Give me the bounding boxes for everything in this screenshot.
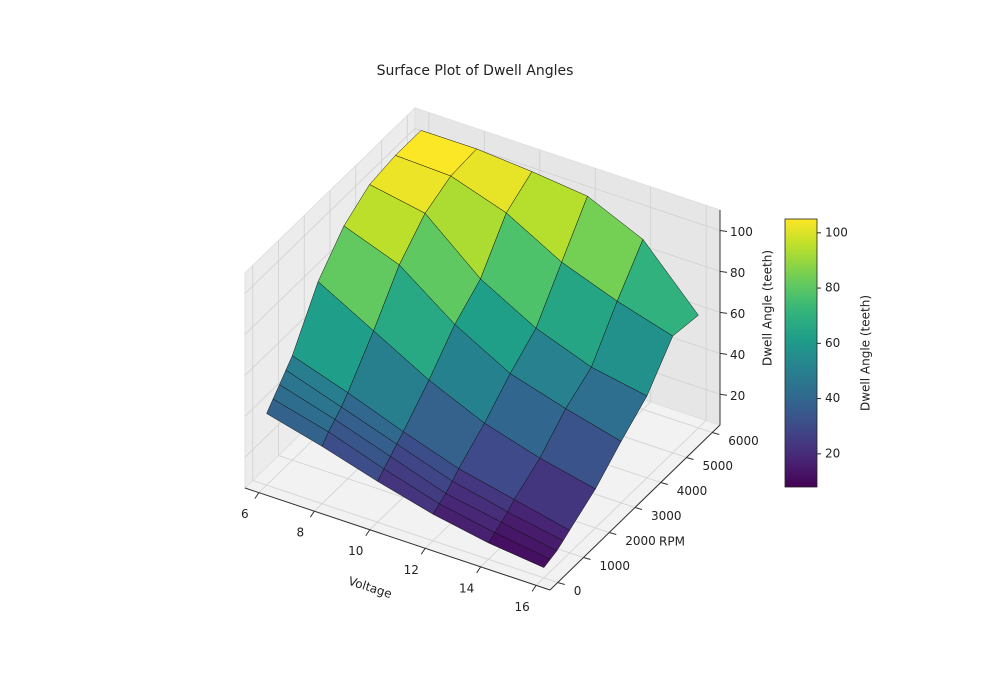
- colorbar-tick-label: 20: [825, 446, 840, 460]
- tick-mark: [609, 532, 617, 535]
- z-tick-label: 100: [730, 225, 753, 239]
- z-tick-label: 20: [730, 389, 745, 403]
- surface-face: [488, 532, 551, 568]
- y-tick-label: 3000: [651, 509, 682, 523]
- x-tick-label: 10: [348, 544, 363, 558]
- colorbar-label: Dwell Angle (teeth): [859, 295, 873, 411]
- tick-mark: [719, 352, 728, 355]
- tick-mark: [583, 557, 591, 560]
- tick-mark: [365, 529, 371, 537]
- tick-mark: [712, 432, 720, 435]
- colorbar-tick-label: 60: [825, 336, 840, 350]
- colorbar-tick-label: 40: [825, 391, 840, 405]
- tick-mark: [660, 482, 668, 485]
- y-axis-label: RPM: [659, 535, 685, 549]
- colorbar-tick-label: 80: [825, 281, 840, 295]
- z-axis-label: Dwell Angle (teeth): [761, 250, 775, 366]
- tick-mark: [476, 566, 482, 574]
- y-tick-label: 4000: [677, 484, 708, 498]
- tick-mark: [309, 510, 315, 518]
- tick-mark: [531, 585, 537, 592]
- tick-mark: [420, 547, 426, 555]
- x-tick-label: 12: [404, 563, 419, 577]
- tick-mark: [686, 457, 694, 460]
- y-tick-label: 0: [574, 584, 582, 598]
- z-tick-label: 40: [730, 348, 745, 362]
- x-tick-label: 14: [459, 581, 474, 595]
- z-tick-label: 60: [730, 307, 745, 321]
- tick-mark: [719, 393, 728, 396]
- grid-line: [252, 480, 558, 583]
- tick-mark: [634, 507, 643, 510]
- x-tick-label: 6: [241, 507, 249, 521]
- x-axis-label: Voltage: [347, 574, 394, 601]
- colorbar-tick-label: 100: [825, 225, 848, 239]
- y-tick-label: 5000: [703, 459, 734, 473]
- tick-mark: [719, 270, 728, 273]
- axis-line: [244, 487, 551, 591]
- tick-mark: [557, 582, 565, 585]
- tick-mark: [254, 492, 260, 499]
- y-tick-label: 2000: [625, 534, 656, 548]
- x-tick-label: 16: [514, 600, 529, 614]
- y-tick-label: 1000: [599, 559, 630, 573]
- z-tick-label: 80: [730, 266, 745, 280]
- chart-title: Surface Plot of Dwell Angles: [377, 63, 574, 79]
- y-tick-label: 6000: [728, 434, 759, 448]
- grid-line: [244, 128, 416, 294]
- tick-mark: [719, 229, 728, 232]
- colorbar: [784, 218, 818, 488]
- tick-mark: [719, 311, 728, 314]
- axis-line: [549, 424, 721, 591]
- x-tick-label: 8: [296, 526, 304, 540]
